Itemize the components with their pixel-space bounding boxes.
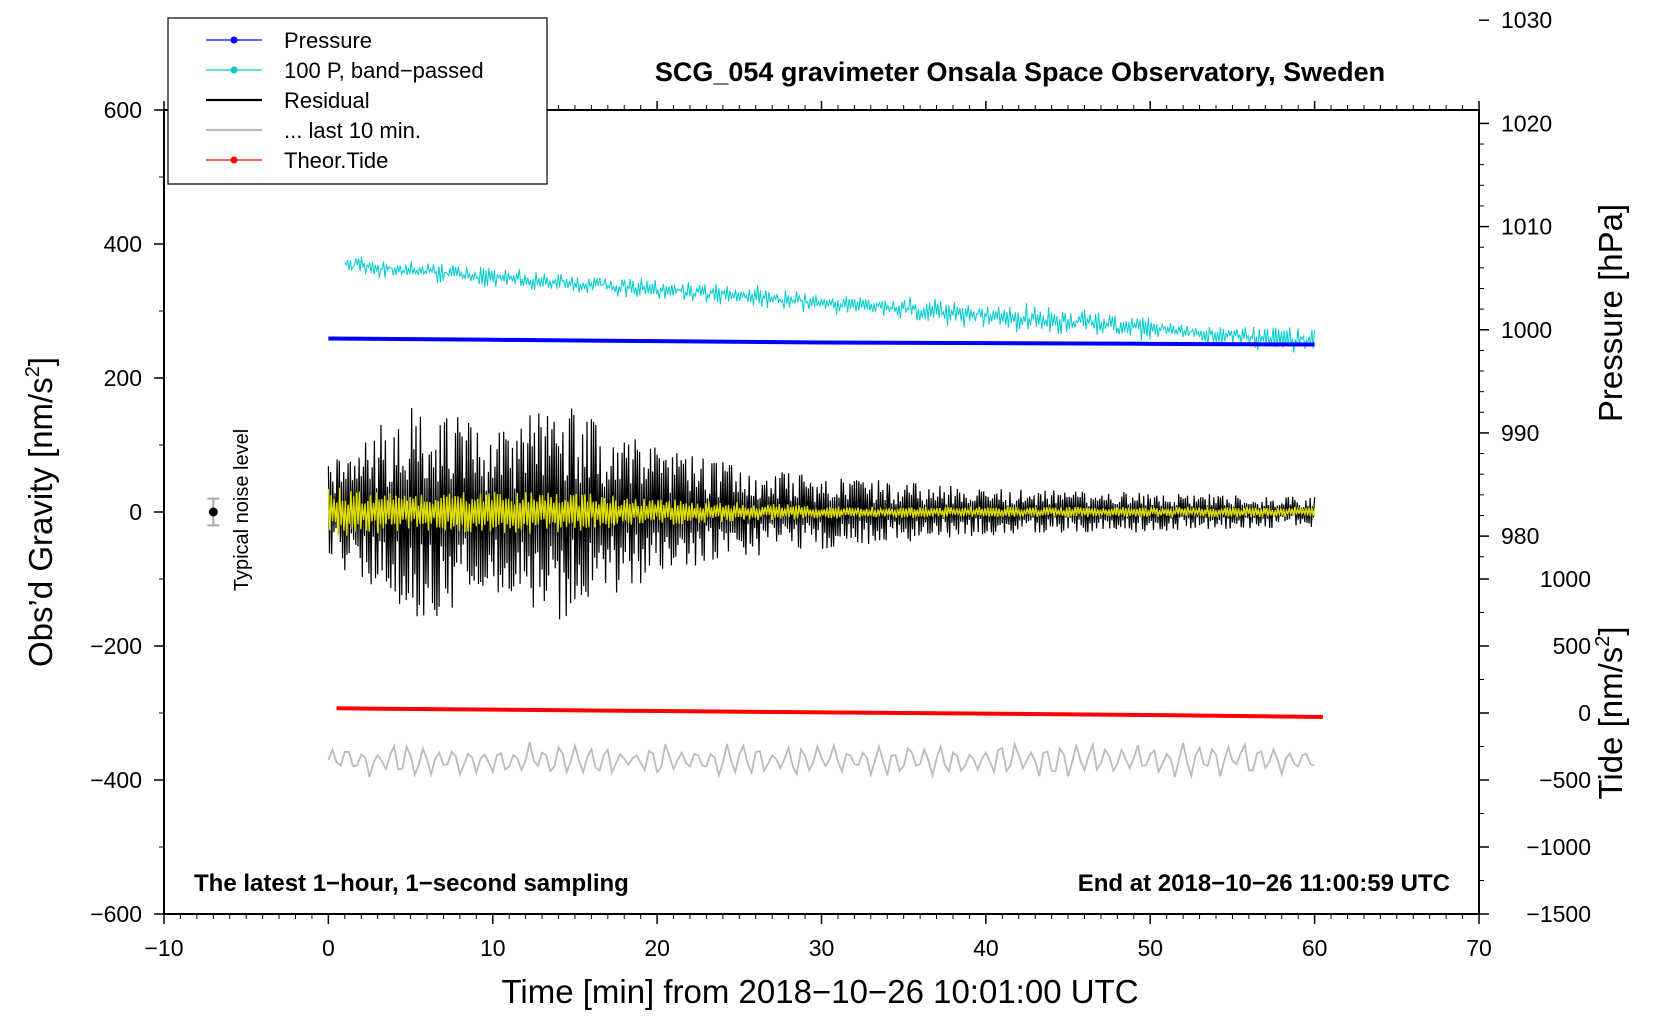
y-axis-label: Obs’d Gravity [nm/s2] (22, 357, 59, 667)
pressure-tick-label: 1020 (1501, 110, 1552, 136)
pressure-line (328, 336, 1315, 347)
y-tick-label: 400 (104, 231, 142, 257)
x-tick-label: 10 (480, 935, 506, 961)
y-tick-label: −400 (90, 767, 142, 793)
y-axis-label-sup: 2 (22, 366, 44, 377)
legend-marker (230, 156, 238, 164)
pressure-tick-label: 1000 (1501, 317, 1552, 343)
x-axis-label: Time [min] from 2018−10−26 10:01:00 UTC (501, 973, 1138, 1010)
tide-axis-label-end: ] (1592, 626, 1629, 635)
tide-tick-label: 1000 (1540, 566, 1591, 592)
x-tick-label: 60 (1302, 935, 1328, 961)
legend-label: ... last 10 min. (284, 118, 421, 143)
pressure-tick-label: 980 (1501, 523, 1539, 549)
legend-label: Pressure (284, 28, 372, 53)
x-tick-label: 0 (322, 935, 335, 961)
y-tick-label: −600 (90, 901, 142, 927)
legend-label: Theor.Tide (284, 148, 388, 173)
legend-marker (230, 66, 238, 74)
residual-line (327, 407, 1316, 620)
tide-axis-label-main: Tide [nm/s (1592, 647, 1629, 800)
bandpassed-pressure-line (344, 256, 1316, 353)
tide-axis-label: Tide [nm/s2] (1592, 626, 1629, 799)
pressure-axis-label: Pressure [hPa] (1592, 204, 1629, 422)
x-tick-label: 50 (1137, 935, 1163, 961)
legend-label: 100 P, band−passed (284, 58, 484, 83)
legend-marker (230, 36, 238, 44)
x-tick-label: 30 (809, 935, 835, 961)
x-tick-label: 40 (973, 935, 999, 961)
x-tick-label: 70 (1466, 935, 1492, 961)
y-tick-label: 600 (104, 97, 142, 123)
pressure-tick-label: 990 (1501, 420, 1539, 446)
theoretical-tide-line (336, 706, 1323, 720)
y-axis-label-main: Obs’d Gravity [nm/s (22, 377, 59, 667)
tide-tick-label: 500 (1553, 633, 1591, 659)
tide-tick-label: −1000 (1526, 834, 1591, 860)
y-tick-label: 0 (129, 499, 142, 525)
y-tick-label: −200 (90, 633, 142, 659)
x-tick-label: −10 (144, 935, 183, 961)
pressure-tick-label: 1010 (1501, 214, 1552, 240)
series-layer (207, 256, 1323, 780)
x-tick-label: 20 (644, 935, 670, 961)
pressure-tick-label: 1030 (1501, 7, 1552, 33)
y-tick-label: 200 (104, 365, 142, 391)
tide-axis-label-sup: 2 (1592, 636, 1614, 647)
tide-tick-label: −1500 (1526, 901, 1591, 927)
ticks-layer: −10 0 10 20 30 40 50 60 706004002000−200−400−600… (90, 7, 1591, 961)
legend-label: Residual (284, 88, 370, 113)
last-10-min-line (327, 740, 1315, 780)
chart-title: SCG_054 gravimeter Onsala Space Observat… (655, 57, 1385, 87)
filtered-residual-line (327, 487, 1316, 536)
tide-tick-label: −500 (1539, 767, 1591, 793)
noise-marker-point (208, 507, 218, 517)
tide-tick-label: 0 (1578, 700, 1591, 726)
sampling-note: The latest 1−hour, 1−second sampling (194, 870, 629, 897)
y-axis-label-end: ] (22, 357, 59, 366)
end-time-note: End at 2018−10−26 11:00:59 UTC (1078, 870, 1450, 897)
legend: Pressure 100 P, band−passed Residual ... la… (167, 17, 548, 185)
noise-level-label: Typical noise level (231, 429, 253, 591)
legend-items: Pressure 100 P, band−passed Residual ... la… (206, 28, 484, 173)
